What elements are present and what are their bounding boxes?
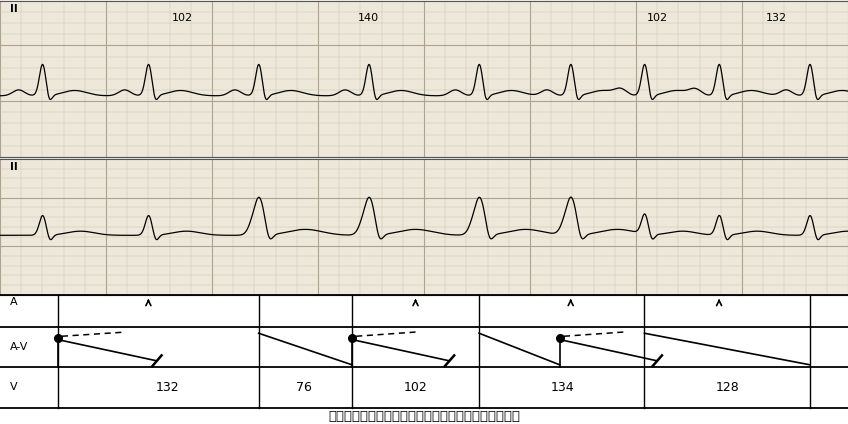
Text: 房室交接性逸搏伴不完全性反复搏动致自身节律被重整: 房室交接性逸搏伴不完全性反复搏动致自身节律被重整	[328, 410, 520, 423]
Text: II: II	[10, 162, 18, 173]
Text: 134: 134	[550, 381, 574, 394]
Text: 102: 102	[172, 13, 192, 23]
Text: 102: 102	[404, 381, 427, 394]
Text: A: A	[10, 297, 18, 307]
Text: 132: 132	[155, 381, 179, 394]
Bar	[0, 159, 848, 295]
Text: 132: 132	[766, 13, 786, 23]
Text: A-V: A-V	[10, 342, 29, 352]
Text: II: II	[10, 4, 18, 14]
Bar	[0, 1, 848, 157]
Text: 140: 140	[359, 13, 379, 23]
Text: V: V	[10, 382, 18, 392]
Text: 102: 102	[647, 13, 667, 23]
Text: 76: 76	[296, 381, 311, 394]
Text: 128: 128	[716, 381, 739, 394]
